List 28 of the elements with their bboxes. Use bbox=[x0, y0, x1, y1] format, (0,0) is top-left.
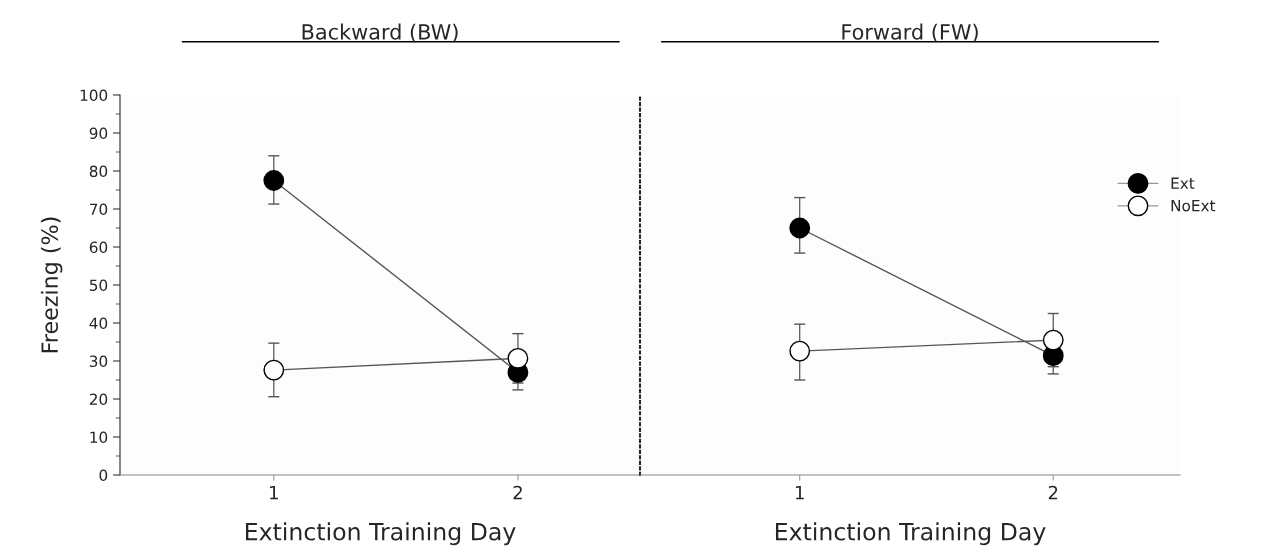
y-tick-label: 100 bbox=[80, 89, 108, 102]
x-axis-title: Extinction Training Day bbox=[775, 522, 1046, 546]
y-tick-label: 40 bbox=[89, 317, 108, 330]
y-tick-label: 50 bbox=[89, 279, 108, 292]
y-tick-label: 0 bbox=[99, 469, 108, 482]
point bbox=[789, 340, 811, 362]
y-tick-label: 90 bbox=[89, 127, 108, 140]
chart-title: Backward (BW) bbox=[302, 23, 458, 43]
y-tick-label: 70 bbox=[90, 203, 108, 216]
legend-label: NoExt bbox=[1171, 200, 1216, 212]
y-tick-label: 20 bbox=[89, 393, 108, 406]
x-tick-label: 1 bbox=[795, 485, 804, 500]
chart-title: Forward (FW) bbox=[842, 23, 978, 43]
point bbox=[1042, 329, 1064, 351]
y-tick-label: 10 bbox=[90, 431, 108, 444]
point bbox=[507, 347, 529, 369]
x-tick-label: 2 bbox=[513, 485, 522, 500]
point bbox=[263, 359, 285, 381]
x-tick-label: 1 bbox=[270, 485, 278, 500]
legend-label: Ext bbox=[1171, 177, 1195, 189]
point bbox=[789, 217, 811, 239]
y-tick-label: 80 bbox=[89, 165, 108, 178]
x-tick-label: 2 bbox=[1048, 485, 1058, 500]
y-tick-label: 30 bbox=[89, 355, 108, 368]
y-axis-title: Freezing (%) bbox=[40, 217, 63, 353]
point bbox=[263, 170, 285, 191]
y-tick-label: 60 bbox=[89, 241, 108, 254]
x-axis-title: Extinction Training Day bbox=[245, 522, 516, 546]
